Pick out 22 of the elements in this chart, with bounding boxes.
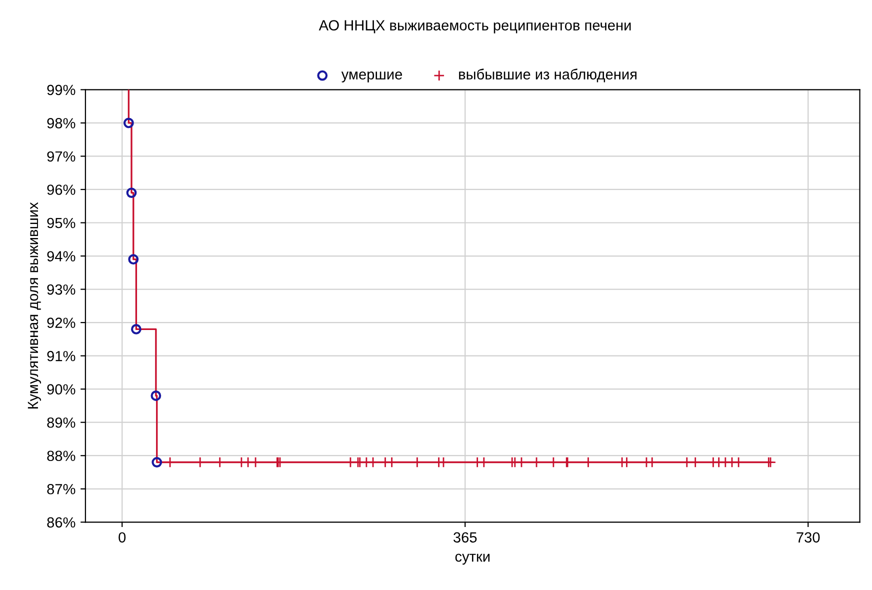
y-tick-label: 90% — [47, 384, 76, 395]
x-tick-label: 365 — [454, 532, 477, 543]
y-axis-title: Кумулятивная доля выживших — [28, 202, 41, 409]
y-tick-label: 92% — [47, 318, 76, 328]
x-tick-label: 730 — [796, 532, 820, 543]
x-tick-label: 0 — [118, 532, 126, 543]
y-tick-label: 97% — [47, 151, 76, 162]
y-tick-label: 99% — [47, 84, 76, 96]
chart-title: АО ННЦХ выживаемость реципиентов печени — [318, 20, 631, 34]
y-tick-label: 94% — [47, 251, 76, 262]
y-tick-label: 95% — [47, 218, 76, 228]
legend-label: выбывшие из наблюдения — [459, 68, 636, 82]
y-tick-label: 88% — [47, 450, 76, 462]
y-tick-label: 86% — [47, 517, 76, 528]
legend-label: умершие — [341, 72, 402, 82]
y-tick-label: 93% — [47, 284, 76, 295]
y-tick-label: 89% — [47, 417, 76, 428]
y-tick-label: 87% — [47, 484, 76, 494]
y-tick-label: 91% — [47, 350, 76, 362]
y-tick-label: 96% — [47, 184, 76, 195]
y-tick-label: 98% — [47, 118, 76, 128]
x-axis-title: сутки — [455, 554, 490, 565]
